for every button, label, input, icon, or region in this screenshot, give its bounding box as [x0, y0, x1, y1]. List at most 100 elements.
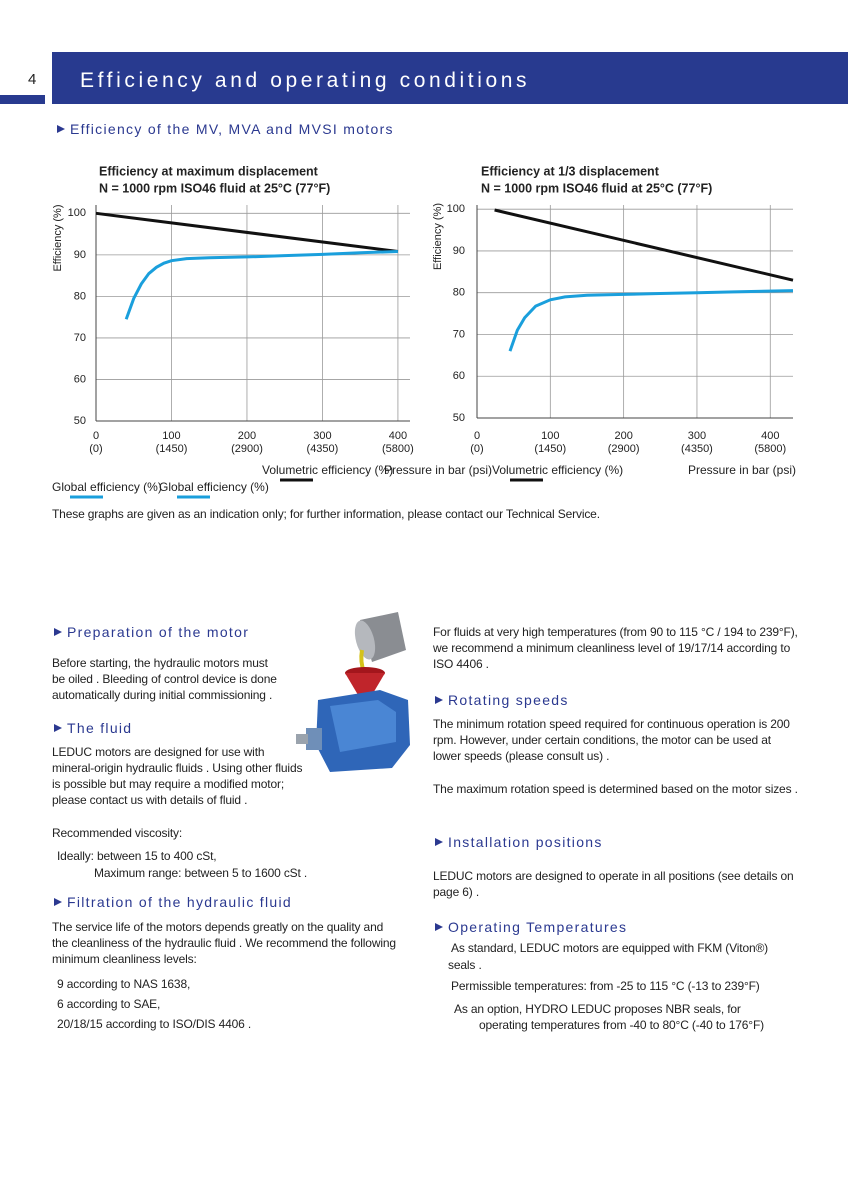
x-tick-label: 400 — [389, 430, 407, 442]
data-line — [494, 208, 794, 282]
text-line: The maximum rotation speed is determined… — [433, 782, 798, 796]
text-line: 20/18/15 according to ISO/DIS 4406 . — [57, 1017, 252, 1031]
x-tick-label: (2900) — [608, 443, 640, 455]
text-line: The minimum rotation speed required for … — [433, 717, 790, 731]
motor-illustration — [296, 612, 410, 772]
x-axis-label: Pressure in bar (psi) — [384, 463, 492, 477]
text-line: seals . — [448, 958, 482, 972]
text-line: The service life of the motors depends g… — [52, 920, 384, 934]
text-line: automatically during initial commissioni… — [52, 688, 273, 702]
x-tick-label: 200 — [238, 430, 256, 442]
text-line: minimum cleanliness levels: — [52, 952, 197, 966]
text-line: operating temperatures from -40 to 80°C … — [479, 1018, 764, 1032]
header-bar — [52, 52, 848, 104]
paragraph: Before starting, the hydraulic motors mu… — [52, 655, 277, 703]
section-heading: Installation positions — [433, 833, 603, 851]
y-tick-label: 60 — [453, 370, 465, 382]
paragraph: The minimum rotation speed required for … — [433, 716, 790, 764]
text-line: please contact us with details of fluid … — [52, 793, 248, 807]
x-tick-label: 0 — [93, 430, 99, 442]
text-line: Ideally: between 15 to 400 cSt, — [57, 849, 217, 863]
x-tick-label: 300 — [688, 430, 706, 442]
y-tick-label: 60 — [74, 373, 86, 385]
section-heading: Efficiency of the MV, MVA and MVSI motor… — [55, 120, 394, 138]
page-number: 4 — [28, 71, 37, 88]
header-title: Efficiency and operating conditions — [80, 69, 531, 92]
y-axis-label: Efficiency (%) — [52, 204, 64, 271]
chart-subtitle: N = 1000 rpm ISO46 fluid at 25°C (77°F) — [481, 181, 712, 195]
x-tick-label: (4350) — [307, 443, 339, 455]
text-line: mineral-origin hydraulic fluids . Using … — [52, 761, 303, 775]
chart-title: Efficiency at 1/3 displacement — [481, 164, 660, 178]
section-heading: Operating Temperatures — [433, 918, 627, 936]
text-line: For fluids at very high temperatures (fr… — [433, 625, 798, 639]
x-tick-label: (4350) — [681, 443, 713, 455]
x-tick-label: 200 — [614, 430, 632, 442]
y-axis-label: Efficiency (%) — [432, 203, 444, 270]
x-axis-label: Pressure in bar (psi) — [688, 463, 796, 477]
text-line: lower speeds (please consult us) . — [433, 749, 610, 763]
x-tick-label: 100 — [541, 430, 559, 442]
paragraph: For fluids at very high temperatures (fr… — [433, 624, 798, 672]
text-line: the cleanliness of the hydraulic fluid .… — [52, 936, 396, 950]
text-line: page 6) . — [433, 885, 480, 899]
y-tick-label: 80 — [74, 290, 86, 302]
text-line: Permissible temperatures: from -25 to 11… — [451, 979, 760, 993]
data-line — [508, 289, 794, 352]
text-line: is possible but may require a modified m… — [52, 777, 285, 791]
header-accent — [0, 95, 45, 104]
text-line: we recommend a minimum cleanliness level… — [433, 641, 791, 655]
y-tick-label: 70 — [453, 328, 465, 340]
y-tick-label: 50 — [453, 412, 465, 424]
paragraph: LEDUC motors are designed for use with mi… — [52, 744, 302, 808]
text-line: Maximum range: between 5 to 1600 cSt . — [94, 866, 308, 880]
x-tick-label: (1450) — [534, 443, 566, 455]
legend-label: Global efficiency (%) — [52, 480, 162, 494]
text-line: ISO 4406 . — [433, 657, 489, 671]
y-tick-label: 50 — [74, 415, 86, 427]
data-line — [124, 250, 398, 320]
text-line: Recommended viscosity: — [52, 826, 183, 840]
text-line: As an option, HYDRO LEDUC proposes NBR s… — [454, 1002, 741, 1016]
data-line — [95, 211, 399, 254]
paragraph: The service life of the motors depends g… — [52, 919, 396, 967]
x-tick-label: 0 — [474, 430, 480, 442]
text-line: 9 according to NAS 1638, — [57, 977, 191, 991]
section-heading: Filtration of the hydraulic fluid — [52, 893, 292, 911]
x-tick-label: (1450) — [156, 443, 188, 455]
y-tick-label: 70 — [74, 332, 86, 344]
x-tick-label: (2900) — [231, 443, 263, 455]
text-line: As standard, LEDUC motors are equipped w… — [451, 941, 769, 955]
paragraph: LEDUC motors are designed to operate in … — [433, 868, 794, 900]
y-tick-label: 90 — [74, 249, 86, 261]
x-tick-label: (5800) — [382, 443, 414, 455]
section-heading: Rotating speeds — [433, 691, 569, 709]
chart-note: These graphs are given as an indication … — [52, 507, 600, 521]
legend-label: Global efficiency (%) — [159, 480, 269, 494]
x-tick-label: (5800) — [754, 443, 786, 455]
y-tick-label: 90 — [453, 245, 465, 257]
y-tick-label: 100 — [68, 207, 86, 219]
chart-subtitle: N = 1000 rpm ISO46 fluid at 25°C (77°F) — [99, 181, 330, 195]
text-line: LEDUC motors are designed for use with — [52, 745, 265, 759]
text-line: rpm. However, under certain conditions, … — [433, 733, 771, 747]
x-tick-label: 100 — [162, 430, 180, 442]
paragraph: 9 according to NAS 1638, 6 according to S… — [57, 974, 251, 1034]
text-line: LEDUC motors are designed to operate in … — [433, 869, 794, 883]
y-tick-label: 80 — [453, 287, 465, 299]
x-tick-label: 300 — [313, 430, 331, 442]
section-heading: Preparation of the motor — [52, 623, 249, 641]
text-line: Before starting, the hydraulic motors mu… — [52, 656, 268, 670]
chart-title: Efficiency at maximum displacement — [99, 164, 319, 178]
legend-label: Volumetric efficiency (%) — [492, 463, 623, 477]
text-line: be oiled . Bleeding of control device is… — [52, 672, 277, 686]
y-tick-label: 100 — [447, 203, 465, 215]
x-tick-label: (0) — [470, 443, 483, 455]
x-tick-label: 400 — [761, 430, 779, 442]
section-heading: The fluid — [52, 719, 132, 737]
text-line: 6 according to SAE, — [57, 997, 161, 1011]
x-tick-label: (0) — [89, 443, 102, 455]
legend-label: Volumetric efficiency (%) — [262, 463, 393, 477]
